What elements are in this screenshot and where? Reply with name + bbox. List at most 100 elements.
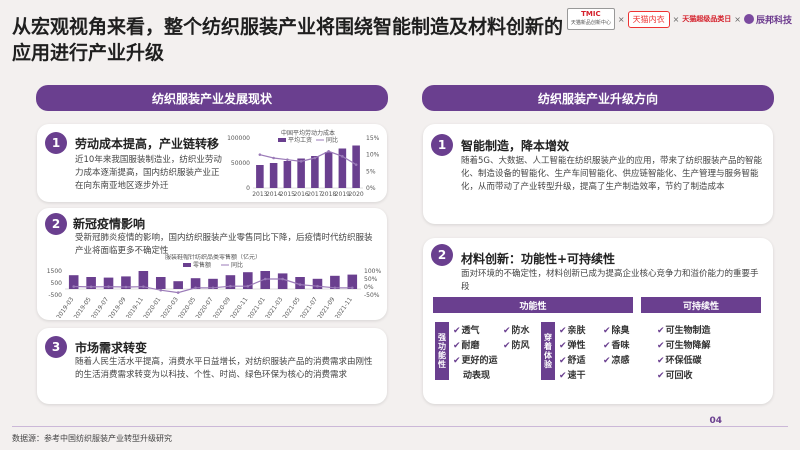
bar	[352, 145, 360, 188]
yoy-point	[299, 160, 303, 163]
bar	[256, 165, 264, 188]
yoy-point	[327, 150, 330, 153]
source-note: 数据源：参考中国纺织服装产业转型升级研究	[12, 434, 172, 443]
sustain-item: ✔环保低碳	[657, 356, 702, 366]
sustain-item: ✔可生物降解	[657, 341, 711, 351]
tmall-superday-logo: 天猫超级品类日	[682, 15, 732, 23]
yoy-point	[159, 288, 163, 292]
x-tick: 2020-05	[177, 296, 197, 318]
y-right-tick: 100%	[364, 268, 381, 275]
yoy-point	[211, 286, 215, 290]
feature-item: ✔速干	[559, 371, 586, 381]
feature-item: ✔除臭	[603, 326, 630, 336]
tmic-logo: TMIC 天猫新品创新中心	[566, 8, 615, 30]
sustain-item: ✔可生物制造	[657, 326, 711, 336]
card-number: 1	[431, 134, 453, 156]
chenbang-logo: 辰邦科技	[743, 13, 792, 26]
footer-divider	[12, 426, 788, 427]
y-left-tick: 1500	[47, 268, 62, 275]
x-tick: 2021-07	[299, 296, 319, 318]
card-title: 新冠疫情影响	[73, 217, 146, 231]
x-tick: 2020-01	[142, 296, 162, 318]
feature-item: ✔香味	[603, 341, 630, 351]
yoy-point	[341, 155, 344, 158]
legend-label: 同比	[326, 136, 338, 144]
y-left-tick: -500	[48, 292, 62, 299]
feature-item: ✔耐磨	[453, 341, 480, 351]
yoy-point	[281, 277, 284, 281]
card-market-demand: 3 市场需求转变 随着人民生活水平提高，消费水平日益增长，对纺织服装产品的消费需…	[37, 328, 387, 404]
y-right-tick: -50%	[364, 292, 380, 299]
bar	[68, 275, 79, 289]
card-number: 1	[45, 132, 67, 154]
feature-item: ✔凉感	[603, 356, 630, 366]
bar	[86, 277, 96, 289]
yoy-point	[258, 153, 262, 156]
card-text: 近10年来我国服装制造业，纺织业劳动力成本逐渐提高，国内纺织服装产业正在向东南亚…	[75, 155, 222, 191]
legend-swatch-bar	[278, 138, 286, 142]
card-title: 市场需求转变	[75, 341, 148, 355]
bar	[295, 277, 305, 289]
sustain-item: ✔可回收	[657, 371, 693, 381]
y-right-tick: 10%	[366, 152, 380, 159]
x-tick: 2018	[321, 191, 336, 198]
card-title: 劳动成本提高，产业链转移	[75, 137, 220, 151]
bar	[283, 161, 292, 188]
yoy-point	[176, 291, 180, 294]
card-smart-manufacturing: 1 智能制造，降本增效 随着5G、大数据、人工智能在纺织服装产业的应用，带来了纺…	[423, 124, 773, 224]
y-left-tick: 500	[51, 280, 63, 287]
bar	[138, 271, 149, 289]
right-section-header: 纺织服装产业升级方向	[422, 85, 774, 111]
card-text: 面对环境的不确定性，材料创新已成为提高企业核心竞争力和溢价能力的重要手段	[461, 269, 759, 292]
x-tick: 2020	[348, 191, 363, 198]
bar	[225, 275, 236, 289]
yoy-line	[259, 150, 357, 166]
retail-sales-chart: 服装鞋帽针纺织品类零售额（亿元）零售额 同比 1500 500 -500 100%50%0…	[47, 254, 382, 318]
x-tick: 2020-07	[195, 296, 215, 318]
yoy-point	[246, 284, 250, 288]
yoy-point	[333, 286, 337, 290]
card-text: 随着5G、大数据、人工智能在纺织服装产业的应用，带来了纺织服装产品的智能化、制造…	[461, 156, 762, 192]
x-tick: 2021-09	[316, 296, 336, 318]
x-tick: 2014	[266, 191, 281, 198]
card-number: 2	[45, 213, 67, 235]
yoy-point	[272, 156, 275, 160]
feature-item: ✔更好的运	[453, 356, 498, 366]
bar	[311, 156, 319, 188]
x-tick: 2020-03	[160, 296, 180, 318]
bar	[330, 275, 340, 289]
bar	[324, 152, 333, 188]
bar	[347, 274, 358, 289]
left-section-header: 纺织服装产业发展现状	[36, 85, 388, 111]
x-tick: 2021-11	[334, 296, 354, 318]
bar	[208, 278, 218, 289]
feature-item-cont: 动表现	[463, 371, 491, 381]
x-tick: 2021-01	[247, 296, 267, 318]
sustainability-header: 可持续性	[641, 297, 761, 313]
yoy-point	[229, 284, 232, 288]
yoy-point	[107, 285, 110, 288]
x-tick: 2013	[252, 191, 267, 198]
bar	[338, 148, 347, 188]
yoy-point	[263, 277, 267, 281]
bar	[277, 273, 288, 289]
bar	[269, 163, 278, 188]
y-right-tick: 50%	[364, 276, 378, 283]
yoy-point	[298, 283, 302, 286]
bar	[173, 281, 183, 289]
wear-experience-label: 穿着体验	[541, 322, 555, 380]
x-tick: 2016	[293, 191, 308, 198]
legend-label: 平均工资	[288, 136, 312, 144]
card-material-innovation: 2 材料创新：功能性+可持续性 面对环境的不确定性，材料创新已成为提高企业核心竞…	[423, 238, 773, 404]
bar	[190, 278, 201, 289]
card-covid: 2 新冠疫情影响 受新冠肺炎疫情的影响，国内纺织服装产业零售同比下降，后疫情时代…	[37, 208, 387, 320]
y-right-tick: 0%	[364, 284, 374, 291]
legend-label: 零售额	[193, 261, 211, 269]
partner-logos: TMIC 天猫新品创新中心 × 天猫内衣 × 天猫超级品类日 × 辰邦科技	[566, 8, 792, 30]
feature-item: ✔防水	[503, 326, 530, 336]
card-text: 受新冠肺炎疫情的影响，国内纺织服装产业零售同比下降，后疫情时代纺织服装产业将面临…	[75, 233, 373, 256]
x-tick: 2019-11	[125, 296, 145, 318]
x-tick: 2019	[335, 191, 350, 198]
bar	[243, 272, 253, 289]
